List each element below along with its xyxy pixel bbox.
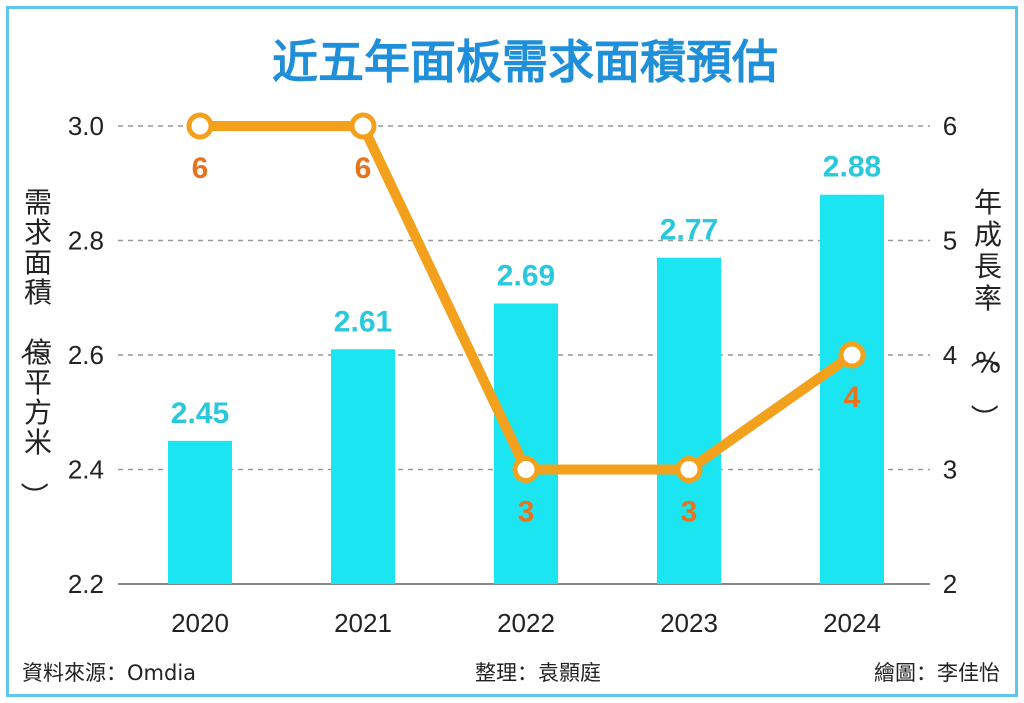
line-value-label: 3	[681, 496, 698, 529]
line-point	[512, 456, 540, 483]
x-tick-label: 2024	[823, 608, 881, 638]
line-point	[675, 456, 703, 483]
y-left-tick-label: 2.4	[68, 455, 104, 485]
x-tick-label: 2020	[171, 608, 229, 638]
line-value-label: 3	[518, 496, 535, 529]
y-right-tick-label: 5	[943, 226, 957, 256]
bar-value-label: 2.77	[660, 214, 718, 247]
x-tick-label: 2021	[334, 608, 392, 638]
y-right-tick-label: 3	[943, 455, 957, 485]
line-point	[838, 341, 866, 369]
line-value-label: 4	[844, 381, 861, 414]
bar-value-label: 2.61	[334, 305, 392, 338]
y-left-tick-label: 3.0	[68, 111, 104, 141]
line-point	[186, 112, 214, 140]
bar-value-label: 2.88	[823, 151, 881, 184]
source-text: 資料來源：Omdia	[22, 661, 196, 685]
data-labels: 2.45 2.61 2.69 2.77 2.88 6 6 3 3 4	[171, 151, 881, 529]
x-tick-label: 2023	[660, 608, 718, 638]
line-point	[349, 112, 377, 140]
y-left-tick-label: 2.2	[68, 569, 104, 599]
editor-text: 整理：袁顥庭	[475, 661, 601, 685]
y-left-axis-title: 需求面積（億平方米）	[17, 186, 52, 510]
y-right-tick-label: 6	[943, 111, 957, 141]
y-left-tick-label: 2.8	[68, 226, 104, 256]
growth-line	[186, 112, 866, 483]
y-right-tick-label: 2	[943, 569, 957, 599]
line-value-label: 6	[355, 152, 372, 185]
axis-ticks: 2.2 2.4 2.6 2.8 3.0 2 3 4 5 6 2020 2021 2022 2023 2024	[68, 111, 957, 638]
y-right-axis-title: 年成長率（%）	[967, 186, 1002, 432]
y-left-tick-label: 2.6	[68, 340, 104, 370]
chart-title: 近五年面板需求面積預估	[272, 35, 778, 89]
bar	[168, 440, 232, 584]
bars	[168, 194, 884, 584]
y-right-tick-label: 4	[943, 340, 957, 370]
x-tick-label: 2022	[497, 608, 555, 638]
bar-value-label: 2.69	[497, 259, 555, 292]
graphics-credit-text: 繪圖：李佳怡	[874, 661, 1000, 685]
bar	[331, 349, 395, 584]
bar	[657, 257, 721, 584]
bar	[494, 303, 558, 584]
line-value-label: 6	[192, 152, 209, 185]
axis-titles: 需求面積（億平方米） 年成長率（%）	[17, 186, 1002, 510]
bar-value-label: 2.45	[171, 397, 229, 430]
bar	[820, 194, 884, 584]
